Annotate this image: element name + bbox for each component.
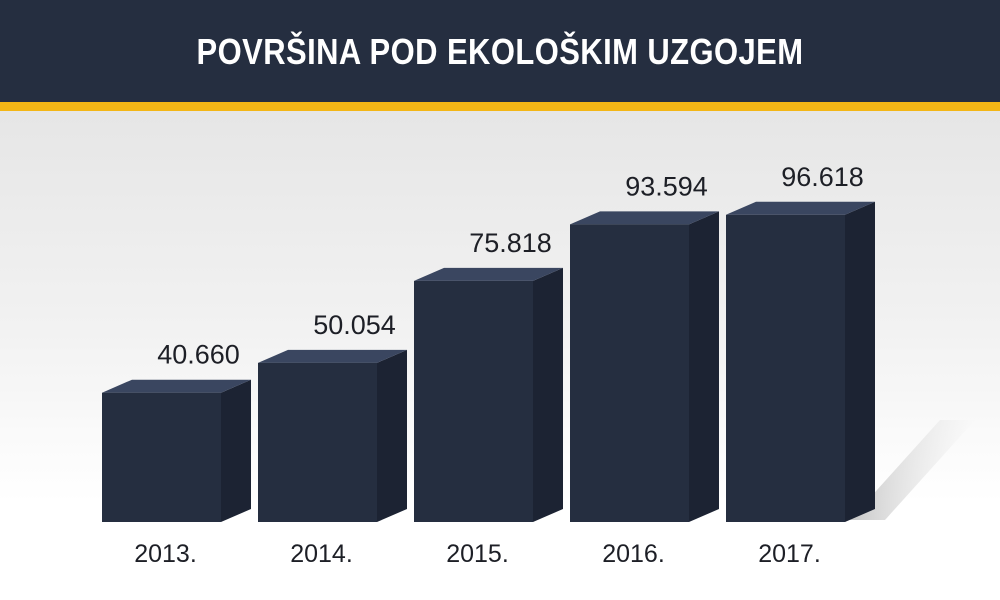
bar-top <box>726 201 875 215</box>
bar-front <box>258 362 377 522</box>
bar-top <box>258 349 407 363</box>
bar-2016 <box>570 211 719 522</box>
bar-2017 <box>726 201 875 522</box>
bar-front <box>726 214 845 522</box>
bar-front <box>102 392 221 522</box>
accent-stripe <box>0 102 1000 111</box>
bar-front <box>570 224 689 522</box>
value-label: 96.618 <box>781 162 864 192</box>
bar-top <box>102 379 251 393</box>
header-bar <box>0 0 1000 102</box>
bar-top <box>414 267 563 281</box>
bar-side <box>221 379 251 522</box>
value-label: 93.594 <box>625 171 708 201</box>
bar-side <box>845 201 875 522</box>
value-label: 75.818 <box>469 228 552 258</box>
bar-2015 <box>414 267 563 522</box>
bar-side <box>689 211 719 522</box>
value-label: 50.054 <box>313 310 396 340</box>
category-label: 2013. <box>134 540 197 568</box>
value-label: 40.660 <box>157 340 240 370</box>
page-title: POVRŠINA POD EKOLOŠKIM UZGOJEM <box>196 31 804 72</box>
bar-2013 <box>102 379 251 522</box>
category-label: 2016. <box>602 540 665 568</box>
category-label: 2014. <box>290 540 353 568</box>
bar-side <box>533 267 563 522</box>
bar-top <box>570 211 719 225</box>
category-label: 2017. <box>758 540 821 568</box>
floor-shadow <box>850 420 975 520</box>
bar-front <box>414 280 533 522</box>
category-label: 2015. <box>446 540 509 568</box>
bar-2014 <box>258 349 407 522</box>
bar-side <box>377 349 407 522</box>
